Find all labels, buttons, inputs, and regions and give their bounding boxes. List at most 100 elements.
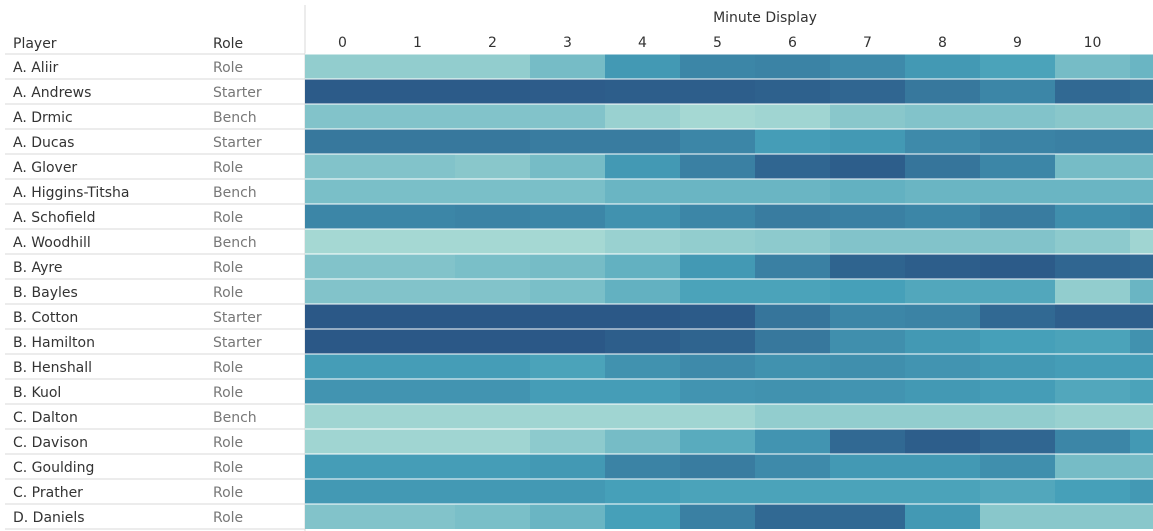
row-labels: A. Aliir Role A. Andrews Starter A. Drmic Ben… xyxy=(5,53,305,530)
heatmap-cell xyxy=(605,104,680,129)
heatmap-cell xyxy=(1055,479,1130,504)
heatmap-cell xyxy=(680,279,755,304)
heatmap-cell xyxy=(530,379,605,404)
heatmap-cell xyxy=(305,154,380,179)
heatmap-cell xyxy=(1130,129,1153,154)
heatmap-cell xyxy=(830,504,905,529)
heatmap-cell xyxy=(455,479,530,504)
player-role: Role xyxy=(213,435,243,451)
heatmap-cell xyxy=(980,179,1055,204)
heatmap-cell xyxy=(830,304,905,329)
heatmap-cell xyxy=(755,479,830,504)
heatmap-cell xyxy=(830,279,905,304)
heatmap-cell xyxy=(455,129,530,154)
heatmap-cell xyxy=(305,429,380,454)
heatmap-cell xyxy=(455,104,530,129)
player-role: Bench xyxy=(213,185,257,201)
heatmap-cell xyxy=(980,154,1055,179)
heatmap-cell xyxy=(305,329,380,354)
heatmap-cell xyxy=(605,279,680,304)
column-tick-6: 6 xyxy=(788,35,797,51)
heatmap-cell xyxy=(755,279,830,304)
heatmap-cell xyxy=(980,379,1055,404)
heatmap-cell xyxy=(305,179,380,204)
player-name: A. Aliir xyxy=(13,60,58,76)
heatmap-cell xyxy=(1055,304,1130,329)
heatmap-cell xyxy=(455,379,530,404)
player-role: Role xyxy=(213,210,243,226)
heatmap-cell xyxy=(1055,129,1130,154)
player-role: Starter xyxy=(213,135,262,151)
heatmap-cell xyxy=(1055,229,1130,254)
heatmap-cell xyxy=(680,79,755,104)
heatmap-cell xyxy=(305,279,380,304)
heatmap-cell xyxy=(680,254,755,279)
heatmap-cell xyxy=(455,179,530,204)
heatmap-cell xyxy=(530,79,605,104)
heatmap-cell xyxy=(605,204,680,229)
heatmap-cell xyxy=(380,129,455,154)
heatmap-cell xyxy=(1055,354,1130,379)
heatmap-cell xyxy=(380,329,455,354)
heatmap-cell xyxy=(605,229,680,254)
heatmap-cell xyxy=(680,154,755,179)
heatmap-cell xyxy=(530,129,605,154)
heatmap-cell xyxy=(455,429,530,454)
heatmap-cell xyxy=(530,254,605,279)
heatmap-cell xyxy=(455,304,530,329)
heatmap-cell xyxy=(755,354,830,379)
heatmap-cell xyxy=(455,54,530,79)
heatmap-cell xyxy=(905,129,980,154)
heatmap-cell xyxy=(980,129,1055,154)
heatmap-cell xyxy=(755,79,830,104)
heatmap-cell xyxy=(605,54,680,79)
player-name: B. Kuol xyxy=(13,385,61,401)
heatmap-cell xyxy=(1130,504,1153,529)
heatmap-cell xyxy=(980,204,1055,229)
heatmap-cell xyxy=(680,54,755,79)
heatmap-cell xyxy=(305,379,380,404)
player-name: B. Bayles xyxy=(13,285,78,301)
heatmap-cell xyxy=(830,254,905,279)
heatmap-cell xyxy=(680,479,755,504)
heatmap-cell xyxy=(755,154,830,179)
heatmap-cell xyxy=(980,54,1055,79)
heatmap-cell xyxy=(1130,404,1153,429)
heatmap-cell xyxy=(905,354,980,379)
heatmap-cell xyxy=(755,179,830,204)
heatmap-cell xyxy=(380,429,455,454)
heatmap-cell xyxy=(530,304,605,329)
player-name: A. Ducas xyxy=(13,135,74,151)
heatmap-cell xyxy=(905,254,980,279)
player-name: B. Cotton xyxy=(13,310,78,326)
player-role: Role xyxy=(213,60,243,76)
heatmap-cell xyxy=(455,329,530,354)
heatmap-cell xyxy=(830,379,905,404)
heatmap-cell xyxy=(530,479,605,504)
heatmap-cell xyxy=(455,254,530,279)
heatmap-cell xyxy=(1055,104,1130,129)
heatmap-cell xyxy=(755,304,830,329)
heatmap-cell xyxy=(305,354,380,379)
heatmap-cell xyxy=(530,229,605,254)
heatmap-cell xyxy=(380,179,455,204)
player-name: A. Andrews xyxy=(13,85,91,101)
heatmap-cell xyxy=(1130,204,1153,229)
heatmap-cell xyxy=(755,104,830,129)
heatmap-cell xyxy=(680,504,755,529)
heatmap-cell xyxy=(680,454,755,479)
heatmap-cell xyxy=(830,404,905,429)
heatmap-cell xyxy=(830,229,905,254)
heatmap-cell xyxy=(1130,229,1153,254)
heatmap-cell xyxy=(680,179,755,204)
player-role: Role xyxy=(213,460,243,476)
heatmap-cell xyxy=(905,504,980,529)
heatmap-cell xyxy=(605,329,680,354)
heatmap-cell xyxy=(1055,279,1130,304)
heatmap-cell xyxy=(605,454,680,479)
heatmap-cell xyxy=(980,279,1055,304)
column-tick-labels: 0 1 2 3 4 5 6 7 8 9 10 xyxy=(338,35,1101,51)
heatmap-cell xyxy=(380,154,455,179)
player-name: B. Henshall xyxy=(13,360,92,376)
heatmap-cell xyxy=(1055,179,1130,204)
